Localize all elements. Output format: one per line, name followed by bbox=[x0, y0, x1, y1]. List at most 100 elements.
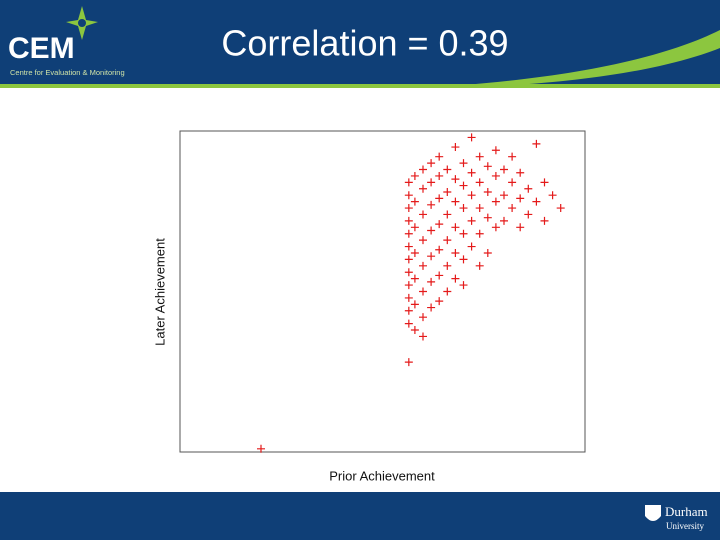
scatter-point bbox=[419, 313, 427, 322]
scatter-point bbox=[451, 223, 460, 232]
scatter-point bbox=[427, 159, 436, 168]
university-name: Durham bbox=[665, 504, 708, 519]
scatter-point bbox=[427, 200, 436, 209]
scatter-point bbox=[451, 248, 460, 257]
scatter-point bbox=[491, 223, 500, 232]
scatter-point bbox=[427, 277, 436, 286]
scatter-point bbox=[443, 261, 452, 270]
scatter-point bbox=[524, 184, 533, 193]
university-word: University bbox=[666, 521, 704, 531]
scatter-point bbox=[467, 191, 476, 200]
scatter-point bbox=[475, 152, 484, 161]
scatter-point bbox=[508, 152, 517, 161]
scatter-point bbox=[435, 297, 444, 306]
scatter-point bbox=[540, 216, 549, 225]
scatter-point bbox=[419, 287, 427, 296]
scatter-point bbox=[524, 210, 533, 219]
scatter-point bbox=[540, 178, 549, 187]
scatter-point bbox=[516, 223, 525, 232]
scatter-point bbox=[451, 197, 460, 206]
scatter-point bbox=[475, 261, 484, 270]
scatter-point bbox=[451, 175, 460, 184]
scatter-point bbox=[410, 274, 419, 283]
scatter-point bbox=[500, 191, 508, 200]
header-swoosh bbox=[420, 30, 720, 88]
scatter-point bbox=[404, 268, 413, 277]
scatter-point bbox=[467, 242, 476, 251]
scatter-point bbox=[435, 152, 444, 161]
scatter-point bbox=[459, 229, 468, 238]
scatter-point bbox=[443, 210, 452, 219]
scatter-point bbox=[532, 139, 541, 148]
scatter-point bbox=[508, 204, 517, 213]
scatter-point bbox=[435, 245, 444, 254]
scatter-point bbox=[459, 181, 468, 190]
logo: CEM bbox=[8, 32, 75, 65]
scatter-point bbox=[404, 358, 413, 367]
scatter-point bbox=[475, 229, 484, 238]
header-stripe bbox=[0, 84, 720, 88]
plot-frame bbox=[179, 130, 586, 453]
scatter-point bbox=[404, 319, 413, 328]
scatter-point bbox=[427, 226, 436, 235]
scatter-point bbox=[459, 281, 468, 290]
scatter-point bbox=[410, 223, 419, 232]
footer-band bbox=[0, 492, 720, 540]
scatter-point bbox=[404, 255, 413, 264]
scatter-point bbox=[410, 300, 419, 309]
scatter-point bbox=[410, 171, 419, 180]
scatter-point bbox=[483, 248, 492, 257]
scatter-point bbox=[516, 194, 525, 203]
scatter-point bbox=[427, 303, 436, 312]
scatter-point bbox=[443, 187, 452, 196]
scatter-point bbox=[404, 293, 413, 302]
y-axis-label: Later Achievement bbox=[152, 238, 167, 346]
scatter-point bbox=[459, 255, 468, 264]
scatter-point bbox=[443, 287, 452, 296]
scatter-point bbox=[443, 165, 452, 174]
scatter-point bbox=[419, 165, 427, 174]
scatter-point bbox=[483, 162, 492, 171]
scatter-point bbox=[459, 204, 468, 213]
scatter-point bbox=[491, 171, 500, 180]
scatter-point bbox=[491, 197, 500, 206]
scatter-point bbox=[556, 204, 565, 213]
scatter-point bbox=[491, 146, 500, 155]
scatter-point bbox=[435, 171, 444, 180]
scatter-point bbox=[467, 133, 476, 142]
scatter-point bbox=[500, 216, 508, 225]
scatter-point bbox=[404, 281, 413, 290]
scatter-point bbox=[419, 261, 427, 270]
scatter-point bbox=[419, 210, 427, 219]
scatter-point bbox=[443, 236, 452, 245]
scatter-point bbox=[257, 444, 265, 453]
scatter-point bbox=[410, 248, 419, 257]
scatter-point bbox=[404, 229, 413, 238]
scatter-point bbox=[467, 216, 476, 225]
scatter-point bbox=[532, 197, 541, 206]
scatter-point bbox=[435, 220, 444, 229]
scatter-point bbox=[483, 213, 492, 222]
scatter-point bbox=[404, 306, 413, 315]
scatter-point bbox=[404, 178, 413, 187]
scatter-point bbox=[404, 242, 413, 251]
x-axis-label: Prior Achievement bbox=[329, 468, 435, 483]
scatter-point bbox=[467, 168, 476, 177]
scatter-point bbox=[419, 332, 427, 341]
scatter-point bbox=[500, 165, 508, 174]
scatter-point bbox=[404, 191, 413, 200]
chart-panel bbox=[128, 88, 600, 492]
logo-star bbox=[66, 6, 98, 40]
scatter-point bbox=[459, 159, 468, 168]
logo-subtitle: Centre for Evaluation & Monitoring bbox=[10, 68, 125, 77]
slide-title: Correlation = 0.39 bbox=[221, 23, 508, 64]
scatter-point bbox=[475, 178, 484, 187]
scatter-point bbox=[435, 271, 444, 280]
scatter-point bbox=[427, 178, 436, 187]
scatter-point bbox=[516, 168, 525, 177]
scatter-point bbox=[427, 252, 436, 261]
scatter-point bbox=[451, 143, 460, 152]
scatter-point bbox=[548, 191, 557, 200]
scatter-point bbox=[508, 178, 517, 187]
